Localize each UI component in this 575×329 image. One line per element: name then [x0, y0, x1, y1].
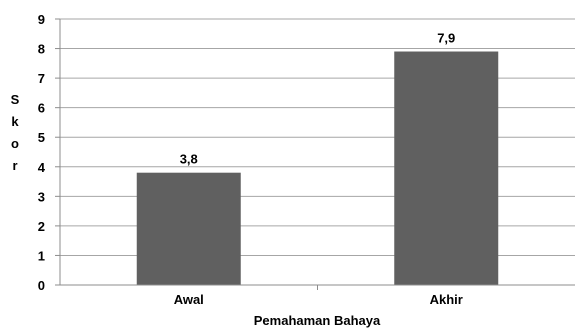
x-tick-label-awal: Awal: [174, 292, 204, 307]
data-label-akhir: 7,9: [437, 31, 455, 46]
y-tick-label: 5: [38, 130, 45, 145]
y-axis-title-letter: o: [11, 136, 19, 151]
axes: [55, 18, 575, 290]
data-labels: 3,8 7,9: [180, 31, 456, 167]
y-tick-label: 0: [38, 278, 45, 293]
bar-awal: [136, 172, 241, 285]
y-axis-title-letter: r: [12, 158, 17, 173]
y-tick-label: 8: [38, 42, 45, 57]
y-tick-label: 6: [38, 101, 45, 116]
x-tick-labels: Awal Akhir: [174, 292, 463, 307]
y-tick-label: 9: [38, 12, 45, 27]
y-tick-label: 7: [38, 71, 45, 86]
y-tick-labels: 0 1 2 3 4 5 6 7 8 9: [38, 12, 46, 293]
bar-akhir: [394, 51, 499, 286]
y-tick-label: 1: [38, 248, 45, 263]
x-tick-label-akhir: Akhir: [430, 292, 463, 307]
y-tick-label: 3: [38, 189, 45, 204]
y-axis-title-letter: S: [11, 92, 20, 107]
bars: [136, 51, 499, 286]
y-tick-label: 2: [38, 219, 45, 234]
data-label-awal: 3,8: [180, 152, 198, 167]
x-axis-title: Pemahaman Bahaya: [254, 313, 381, 328]
y-axis-title-letter: k: [11, 114, 19, 129]
y-tick-label: 4: [38, 160, 46, 175]
